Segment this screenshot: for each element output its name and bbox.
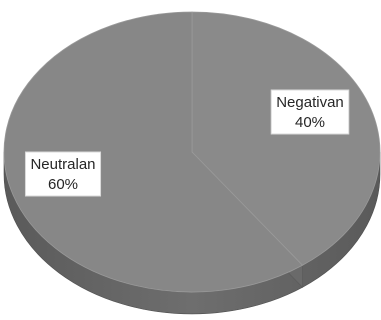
data-label-box bbox=[270, 89, 350, 135]
data-label-percent: 40% bbox=[295, 114, 325, 131]
data-label-box bbox=[24, 151, 102, 197]
data-label-negativan: Negativan 40% bbox=[270, 89, 350, 135]
pie-slice-negativan bbox=[191, 11, 381, 266]
data-label-category: Negativan bbox=[276, 94, 344, 111]
pie-slice-neutralan bbox=[3, 11, 304, 293]
data-label-neutralan: Neutralan 60% bbox=[24, 151, 102, 197]
data-label-category: Neutralan bbox=[30, 156, 95, 173]
data-label-percent: 60% bbox=[48, 176, 78, 193]
